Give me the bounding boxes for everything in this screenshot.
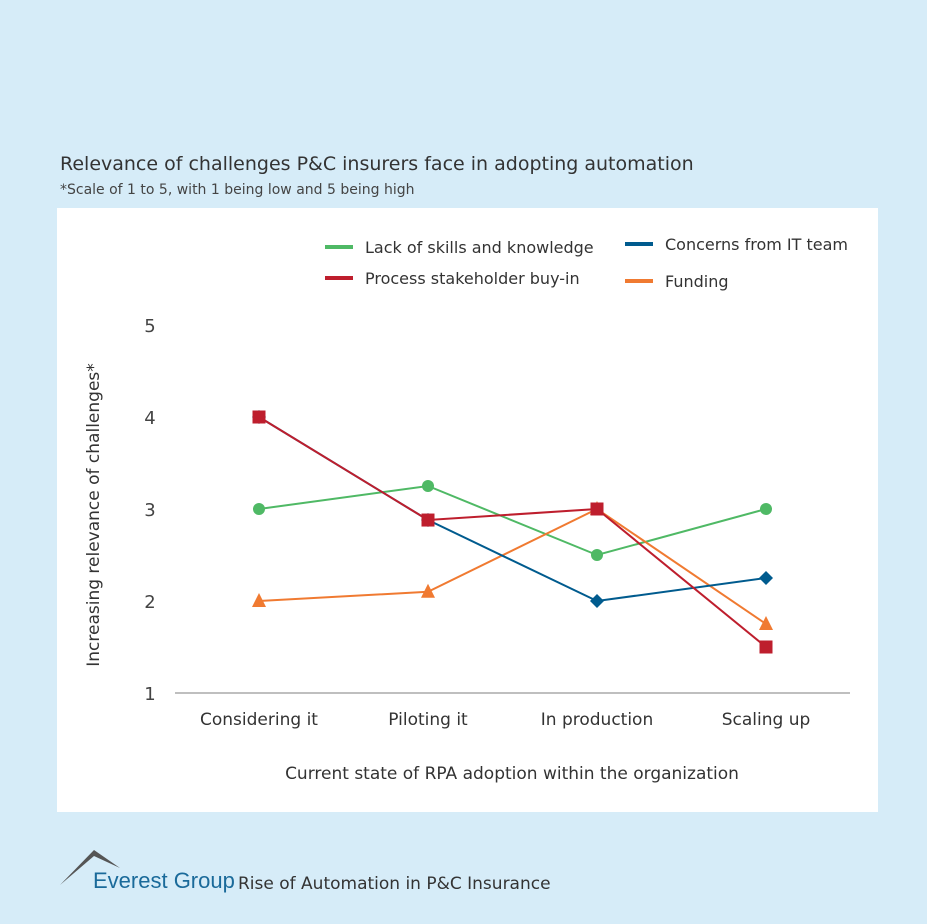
legend-label: Funding — [665, 272, 729, 291]
data-point — [591, 549, 603, 561]
data-point — [252, 410, 266, 424]
data-point — [421, 513, 435, 527]
x-tick-label: Piloting it — [388, 710, 468, 730]
data-point — [759, 571, 773, 585]
y-tick-label: 2 — [144, 592, 155, 613]
y-tick-label: 4 — [144, 408, 155, 429]
data-point — [252, 593, 266, 607]
y-axis-label: Increasing relevance of challenges* — [84, 363, 104, 667]
series-line — [258, 484, 767, 557]
data-point — [421, 583, 435, 598]
chart-panel — [57, 208, 878, 812]
y-tick-label: 1 — [144, 684, 155, 705]
x-axis-label: Current state of RPA adoption within the… — [285, 764, 739, 784]
data-point — [590, 594, 604, 608]
legend-label: Process stakeholder buy-in — [365, 269, 580, 288]
chart-subtitle: *Scale of 1 to 5, with 1 being low and 5… — [60, 182, 415, 198]
data-point — [759, 640, 773, 654]
chart-title: Relevance of challenges P&C insurers fac… — [60, 153, 694, 175]
series-line — [258, 416, 767, 648]
data-point — [759, 616, 773, 630]
everest-logo-icon — [60, 850, 120, 885]
y-tick-label: 3 — [144, 500, 155, 521]
series-line — [258, 507, 767, 625]
data-point — [253, 503, 265, 515]
legend-label: Concerns from IT team — [665, 235, 848, 254]
footer-brand: Everest Group — [93, 868, 235, 893]
data-point — [760, 503, 772, 515]
data-point — [422, 480, 434, 492]
x-tick-label: Considering it — [200, 710, 318, 730]
data-point — [590, 502, 604, 516]
footer-text: Rise of Automation in P&C Insurance — [238, 874, 551, 894]
y-tick-label: 5 — [144, 316, 155, 337]
x-tick-label: Scaling up — [722, 710, 811, 730]
legend-label: Lack of skills and knowledge — [365, 238, 594, 257]
x-tick-label: In production — [541, 710, 653, 730]
